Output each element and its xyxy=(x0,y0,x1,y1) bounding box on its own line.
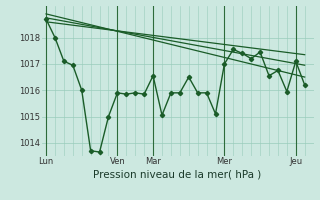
X-axis label: Pression niveau de la mer( hPa ): Pression niveau de la mer( hPa ) xyxy=(93,169,262,179)
